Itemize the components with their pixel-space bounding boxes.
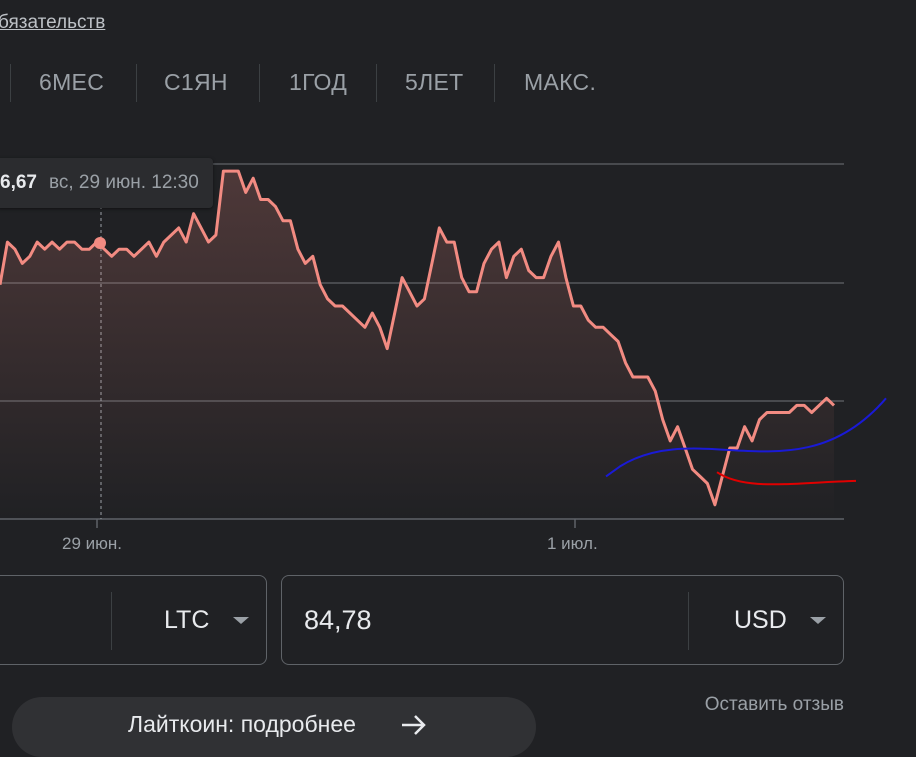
tab-1y[interactable]: 1ГОД bbox=[289, 69, 348, 95]
tab-max[interactable]: МАКС. bbox=[524, 69, 597, 95]
from-amount-input[interactable] bbox=[5, 596, 99, 646]
trend-line-red bbox=[716, 471, 857, 486]
converter-separator bbox=[111, 592, 112, 650]
to-amount-input[interactable]: 84,78 bbox=[304, 605, 372, 635]
tab-6m[interactable]: 6МЕС bbox=[39, 69, 105, 95]
trend-line-blue bbox=[605, 397, 887, 478]
to-converter: 84,78 USD bbox=[281, 575, 844, 665]
tab-separator bbox=[259, 64, 260, 102]
chevron-down-icon[interactable] bbox=[810, 617, 826, 624]
price-tooltip: 6,67 вс, 29 июн. 12:30 bbox=[0, 158, 213, 208]
price-area bbox=[0, 171, 834, 519]
disclaimer-link[interactable]: бязательств bbox=[0, 12, 106, 33]
x-tick-label: 29 июн. bbox=[62, 534, 122, 553]
from-converter: LTC bbox=[0, 575, 267, 665]
arrow-right-icon bbox=[402, 715, 426, 735]
tab-separator bbox=[10, 64, 11, 102]
feedback-link[interactable]: Оставить отзыв bbox=[704, 694, 844, 715]
converter-separator bbox=[688, 592, 689, 650]
from-currency-select[interactable]: LTC bbox=[164, 606, 210, 634]
price-chart[interactable] bbox=[0, 0, 916, 560]
price-line bbox=[0, 169, 836, 507]
chevron-down-icon[interactable] bbox=[233, 617, 249, 624]
to-currency-select[interactable]: USD bbox=[734, 606, 787, 634]
crosshair-dot bbox=[94, 237, 106, 249]
x-tick-label: 1 июл. bbox=[547, 534, 598, 553]
tooltip-time: вс, 29 июн. 12:30 bbox=[48, 172, 199, 193]
tab-separator bbox=[376, 64, 377, 102]
tab-separator bbox=[136, 64, 137, 102]
learn-more-label: Лайткоин: подробнее bbox=[128, 711, 356, 737]
tooltip-price: 6,67 bbox=[0, 172, 37, 193]
tab-5y[interactable]: 5ЛЕТ bbox=[405, 69, 464, 95]
learn-more-button[interactable]: Лайткоин: подробнее bbox=[12, 697, 536, 757]
tab-ytd[interactable]: С1ЯН bbox=[164, 69, 228, 95]
tab-separator bbox=[494, 64, 495, 102]
